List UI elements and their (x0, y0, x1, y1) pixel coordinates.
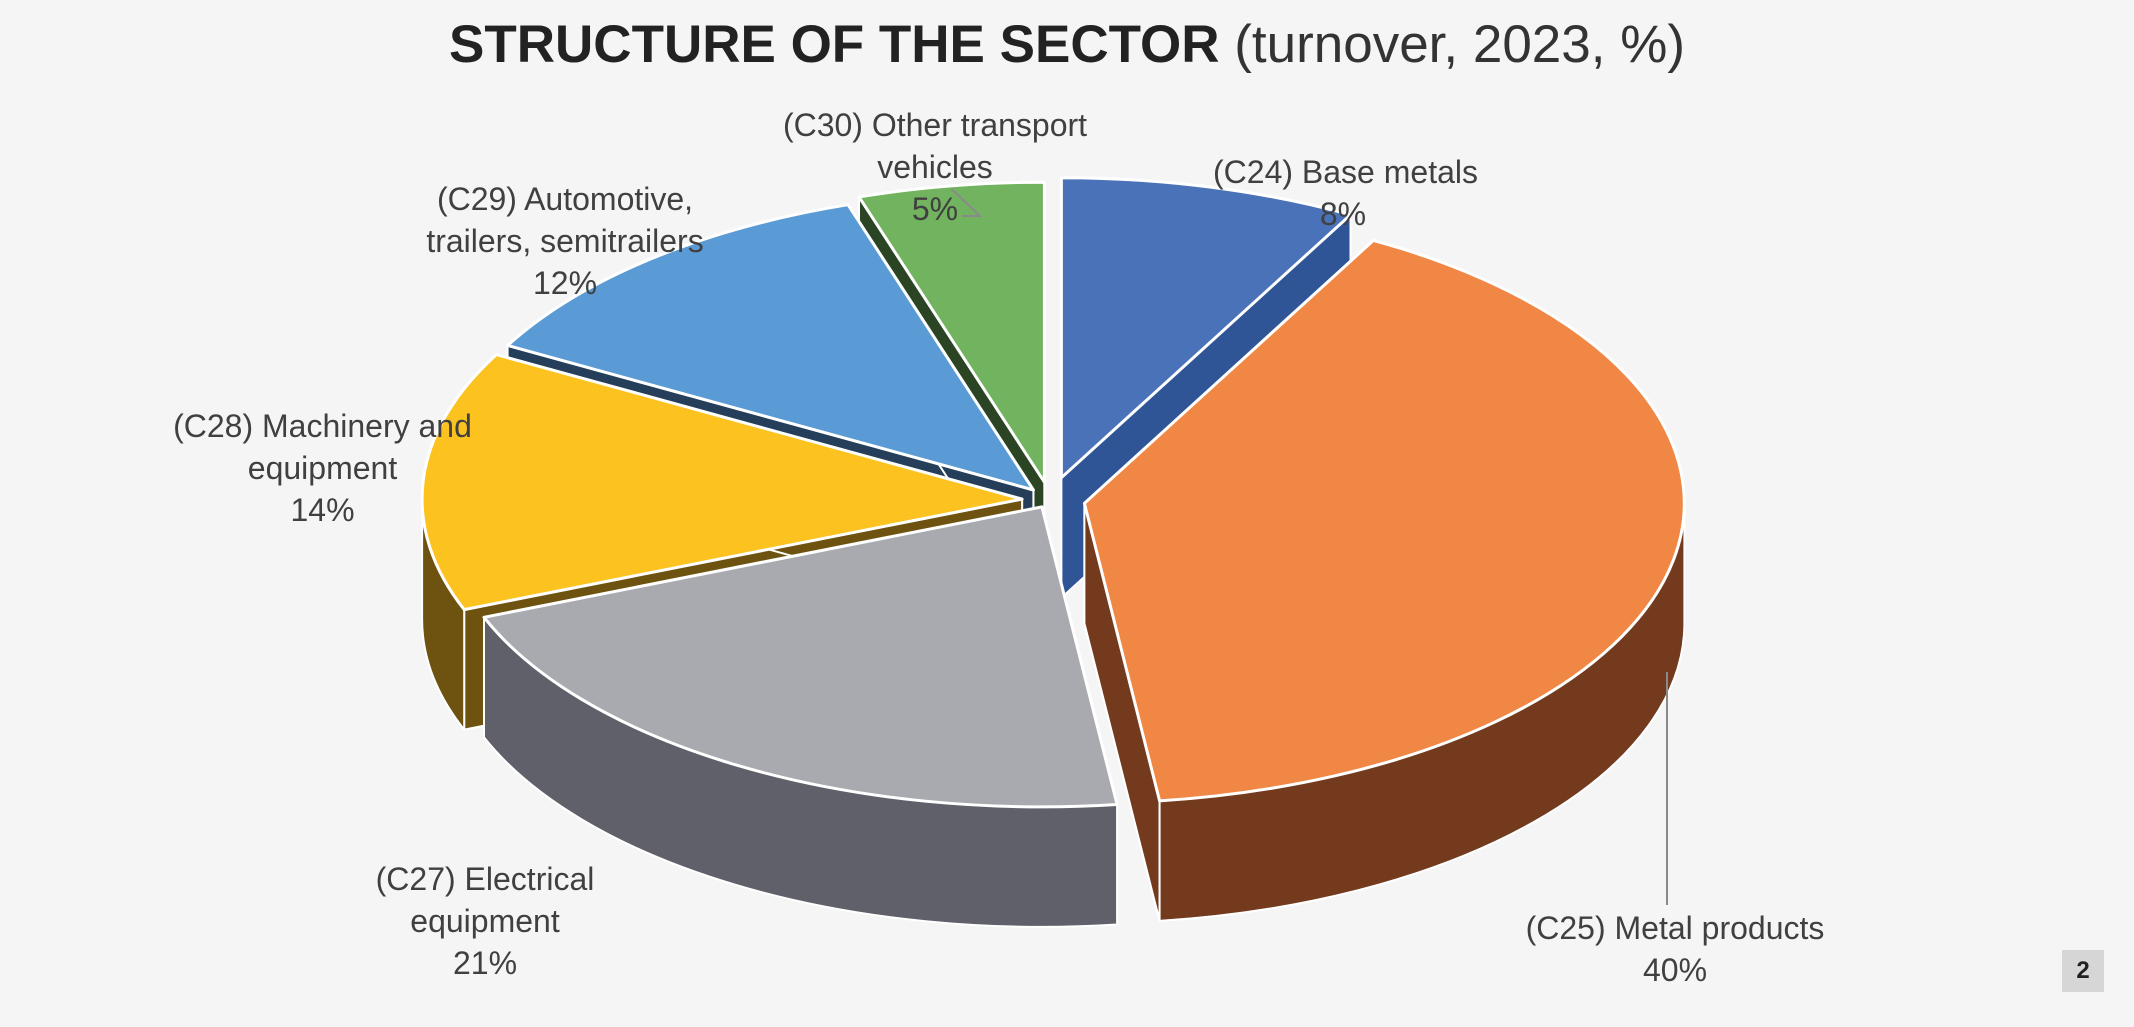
pie-slice-electrical-equipment (482, 505, 1119, 809)
pie-slice-other-transport (857, 180, 1046, 484)
pie-slice-metal-products (1082, 238, 1686, 803)
pie-slice-machinery (420, 353, 1024, 612)
leader-line-other-transport (950, 188, 983, 217)
slice-value-text: 5% (911, 191, 959, 227)
slice-label-metal-products: (C25) Metal products 40% (1500, 907, 1850, 991)
pie-slice-automotive (506, 203, 1035, 492)
chart-title-subtitle: (turnover, 2023, %) (1234, 15, 1685, 74)
slice-label-text: (C29) Automotive, trailers, semitrailers (426, 181, 704, 259)
pie-slice-base-metals (1059, 176, 1352, 480)
slice-label-machinery: (C28) Machinery and equipment 14% (150, 405, 495, 531)
slice-value-text: 8% (1319, 196, 1367, 232)
chart-title: STRUCTURE OF THE SECTOR (turnover, 2023,… (0, 14, 2134, 75)
slice-value-text: 14% (290, 492, 355, 528)
slice-value-text: 12% (532, 265, 598, 301)
slice-label-text: (C30) Other transport vehicles (782, 107, 1088, 185)
slice-label-text: (C25) Metal products (1525, 910, 1825, 946)
slice-label-automotive: (C29) Automotive, trailers, semitrailers … (400, 178, 730, 304)
page-number: 2 (2062, 950, 2104, 992)
slice-label-text: (C24) Base metals (1213, 154, 1478, 190)
slice-label-electrical-equipment: (C27) Electrical equipment 21% (335, 858, 635, 984)
slice-label-text: (C27) Electrical equipment (375, 861, 595, 939)
slice-value-text: 40% (1642, 952, 1708, 988)
slice-label-base-metals: (C24) Base metals 8% (1213, 151, 1478, 235)
slice-label-text: (C28) Machinery and equipment (173, 408, 472, 486)
slice-label-other-transport: (C30) Other transport vehicles 5% (770, 104, 1100, 230)
slice-value-text: 21% (452, 945, 518, 981)
chart-title-main: STRUCTURE OF THE SECTOR (449, 15, 1220, 74)
